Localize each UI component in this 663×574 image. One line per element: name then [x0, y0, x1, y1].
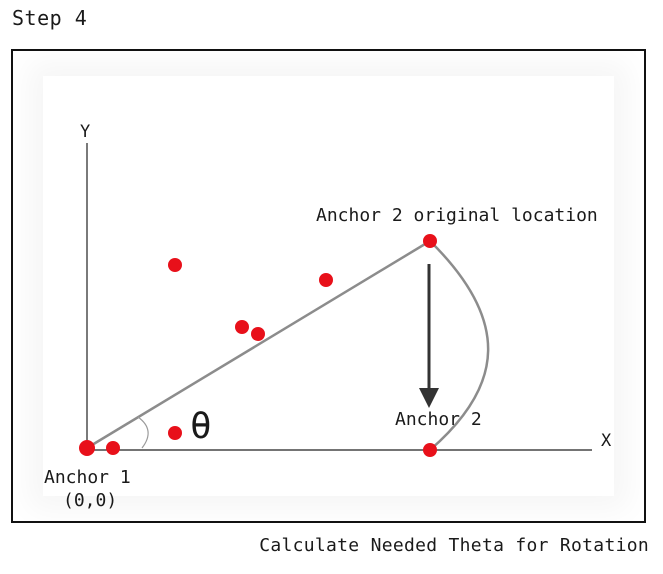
- anchor1-coords: (0,0): [63, 490, 117, 511]
- anchor2-label: Anchor 2: [395, 409, 482, 430]
- point: [251, 327, 265, 341]
- anchor2-point: [423, 443, 437, 457]
- theta-symbol: θ: [190, 406, 212, 447]
- anchor1-point: [79, 440, 95, 456]
- rotation-arc: [429, 240, 490, 451]
- anchor2-original-point: [423, 234, 437, 248]
- y-axis-label: Y: [80, 122, 90, 142]
- arrowhead-icon: [419, 388, 439, 408]
- anchor-line: [86, 239, 431, 450]
- point: [168, 258, 182, 272]
- step-title: Step 4: [12, 6, 88, 30]
- point: [319, 273, 333, 287]
- point: [106, 441, 120, 455]
- point: [168, 426, 182, 440]
- point: [235, 320, 249, 334]
- theta-arc: [137, 416, 149, 449]
- anchor2-original-label: Anchor 2 original location: [316, 205, 598, 226]
- caption: Calculate Needed Theta for Rotation: [259, 535, 649, 556]
- x-axis-label: X: [601, 431, 612, 451]
- anchor1-label: Anchor 1: [44, 467, 131, 488]
